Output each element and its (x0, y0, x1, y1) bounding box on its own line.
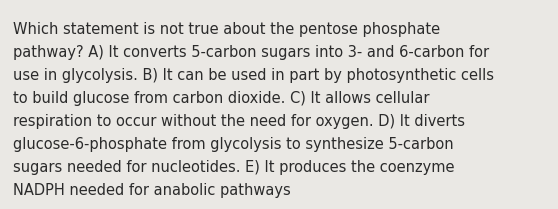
Text: NADPH needed for anabolic pathways: NADPH needed for anabolic pathways (13, 183, 291, 198)
Text: pathway? A) It converts 5-carbon sugars into 3- and 6-carbon for: pathway? A) It converts 5-carbon sugars … (13, 45, 489, 60)
Text: use in glycolysis. B) It can be used in part by photosynthetic cells: use in glycolysis. B) It can be used in … (13, 68, 494, 83)
Text: to build glucose from carbon dioxide. C) It allows cellular: to build glucose from carbon dioxide. C)… (13, 91, 430, 106)
Text: respiration to occur without the need for oxygen. D) It diverts: respiration to occur without the need fo… (13, 114, 465, 129)
Text: glucose-6-phosphate from glycolysis to synthesize 5-carbon: glucose-6-phosphate from glycolysis to s… (13, 137, 454, 152)
Text: Which statement is not true about the pentose phosphate: Which statement is not true about the pe… (13, 22, 440, 37)
Text: sugars needed for nucleotides. E) It produces the coenzyme: sugars needed for nucleotides. E) It pro… (13, 160, 455, 175)
